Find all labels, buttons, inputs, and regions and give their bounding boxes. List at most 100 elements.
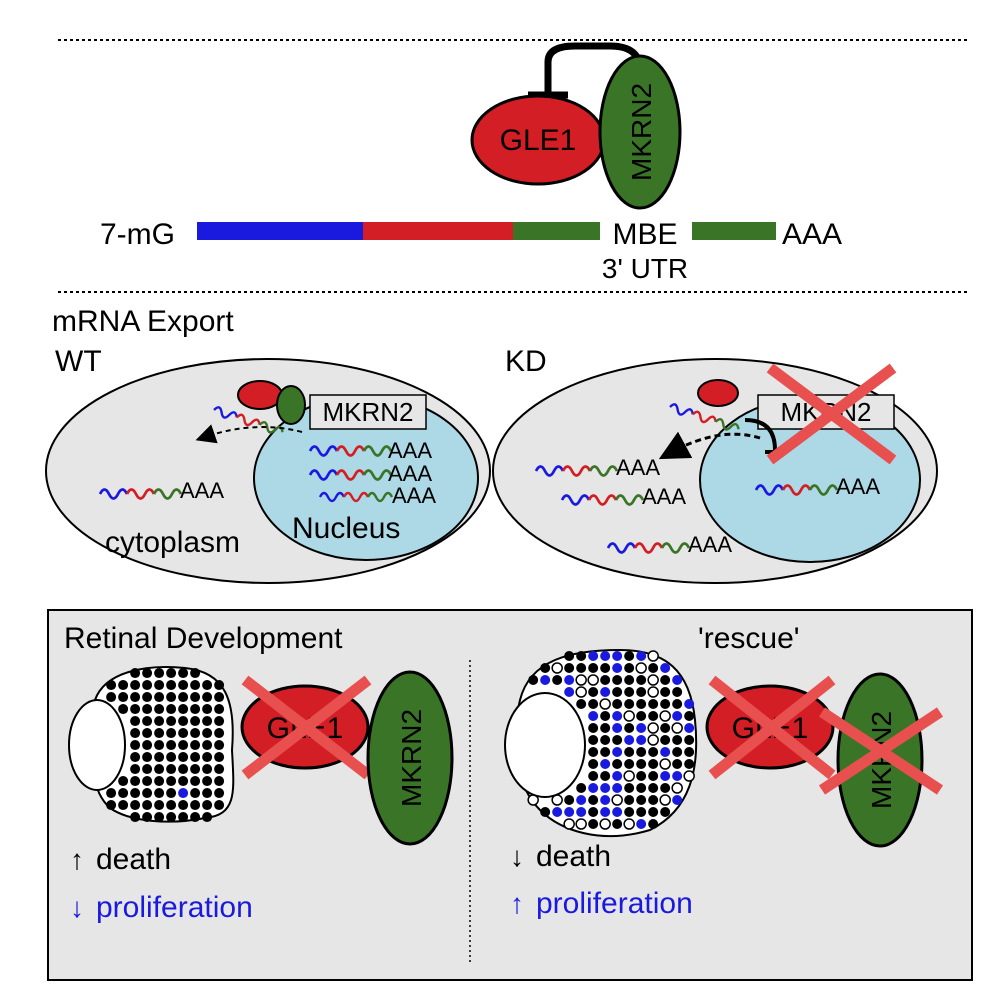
wt-nuclear-polya-1: AAA bbox=[388, 438, 432, 463]
retina-cell-dot bbox=[636, 819, 647, 829]
retina-cell-dot bbox=[600, 711, 611, 721]
retina-cell-dot bbox=[130, 788, 141, 799]
right-lens bbox=[504, 692, 586, 798]
retina-cell-dot bbox=[118, 800, 129, 811]
retina-cell-dot bbox=[178, 668, 189, 679]
retina-cell-dot bbox=[588, 651, 599, 661]
retina-cell-dot bbox=[202, 788, 213, 799]
retina-cell-dot bbox=[671, 722, 683, 734]
retina-cell-dot bbox=[624, 795, 635, 805]
retina-cell-dot bbox=[142, 692, 153, 703]
retina-cell-dot bbox=[612, 807, 623, 817]
retina-cell-dot bbox=[588, 747, 599, 757]
retina-title: Retinal Development bbox=[64, 622, 343, 655]
retina-cell-dot bbox=[130, 680, 141, 691]
retina-cell-dot bbox=[202, 752, 213, 763]
retina-cell-dot bbox=[202, 812, 213, 823]
retina-cell-dot bbox=[106, 692, 117, 703]
retina-cell-dot bbox=[636, 807, 647, 817]
retina-cell-dot bbox=[154, 728, 165, 739]
retina-cell-dot bbox=[142, 704, 153, 715]
left-mkrn2-label: MKRN2 bbox=[396, 709, 427, 807]
retina-cell-dot bbox=[600, 795, 611, 805]
right-cross-line-4 bbox=[818, 707, 944, 795]
retina-cell-dot bbox=[130, 812, 141, 823]
wt-label: WT bbox=[55, 345, 102, 378]
retina-cell-dot bbox=[576, 699, 587, 709]
retina-cell-dot bbox=[214, 680, 225, 691]
retina-cell-dot bbox=[600, 747, 611, 757]
retina-cell-dot bbox=[166, 740, 177, 751]
retina-cell-dot bbox=[600, 675, 611, 685]
retina-cell-dot bbox=[600, 687, 611, 697]
retina-cell-dot bbox=[540, 675, 551, 685]
retina-cell-dot bbox=[660, 735, 671, 745]
retina-cell-dot bbox=[612, 687, 623, 697]
retina-cell-dot bbox=[660, 699, 671, 709]
retina-cell-dot bbox=[636, 675, 647, 685]
right-retina-cells bbox=[527, 650, 695, 830]
retina-cell-dot bbox=[612, 771, 623, 781]
retina-cell-dot bbox=[588, 783, 599, 793]
retina-cell-dot bbox=[612, 783, 623, 793]
retina-cell-dot bbox=[635, 662, 647, 674]
retina-cell-dot bbox=[166, 800, 177, 811]
retina-cell-dot bbox=[648, 819, 659, 829]
retina-cell-dot bbox=[624, 663, 635, 673]
retina-cell-dot bbox=[659, 794, 671, 806]
retina-cell-dot bbox=[154, 800, 165, 811]
retina-cell-dot bbox=[588, 687, 599, 697]
retina-cell-dot bbox=[118, 680, 129, 691]
retina-cell-dot bbox=[600, 759, 611, 769]
retina-cell-dot bbox=[154, 704, 165, 715]
retina-cell-dot bbox=[624, 747, 635, 757]
retina-cell-dot bbox=[178, 788, 189, 799]
retina-cell-dot bbox=[142, 668, 153, 679]
retina-cell-dot bbox=[106, 800, 117, 811]
right-proliferation-label: proliferation bbox=[536, 887, 693, 920]
retina-cell-dot bbox=[130, 668, 141, 679]
gle1-label: GLE1 bbox=[500, 124, 577, 157]
retina-cell-dot bbox=[190, 800, 201, 811]
retina-cell-dot bbox=[166, 692, 177, 703]
wt-gle1-small bbox=[237, 380, 283, 410]
retina-cell-dot bbox=[648, 783, 659, 793]
retina-cell-dot bbox=[588, 807, 599, 817]
retina-cell-dot bbox=[672, 675, 683, 685]
retina-cell-dot bbox=[684, 699, 695, 709]
retina-cell-dot bbox=[118, 704, 129, 715]
retina-cell-dot bbox=[600, 771, 611, 781]
mrna-cds bbox=[363, 222, 513, 240]
retina-cell-dot bbox=[154, 740, 165, 751]
retina-cell-dot bbox=[166, 704, 177, 715]
kd-cyto-polya-3: AAA bbox=[688, 532, 732, 557]
kd-inhibition-icon bbox=[744, 418, 777, 451]
retina-cell-dot bbox=[600, 807, 611, 817]
retina-cell-dot bbox=[624, 687, 635, 697]
retina-cell-dot bbox=[564, 651, 575, 661]
retina-cell-dot bbox=[624, 723, 635, 733]
retina-cell-dot bbox=[648, 747, 659, 757]
retina-cell-dot bbox=[612, 651, 623, 661]
kd-cell: MKRN2 AAA AAA AAA AAA bbox=[492, 358, 938, 584]
wt-export-arrow-icon bbox=[195, 424, 303, 444]
retina-cell-dot bbox=[190, 716, 201, 727]
retina-cell-dot bbox=[636, 795, 647, 805]
retina-cell-dot bbox=[672, 699, 683, 709]
retina-cell-dot bbox=[130, 764, 141, 775]
retina-cell-dot bbox=[563, 818, 575, 830]
retina-cell-dot bbox=[647, 734, 659, 746]
rescue-label: 'rescue' bbox=[698, 622, 800, 655]
retina-cell-dot bbox=[178, 800, 189, 811]
retina-cell-dot bbox=[612, 663, 623, 673]
retina-cell-dot bbox=[178, 728, 189, 739]
retina-cell-dot bbox=[624, 759, 635, 769]
retina-cell-dot bbox=[600, 735, 611, 745]
retina-cell-dot bbox=[624, 735, 635, 745]
retina-cell-dot bbox=[588, 699, 599, 709]
retina-cell-dot bbox=[130, 800, 141, 811]
retina-cell-dot bbox=[214, 776, 225, 787]
retina-cell-dot bbox=[672, 711, 683, 721]
polya-label: AAA bbox=[782, 218, 842, 251]
retina-cell-dot bbox=[130, 728, 141, 739]
